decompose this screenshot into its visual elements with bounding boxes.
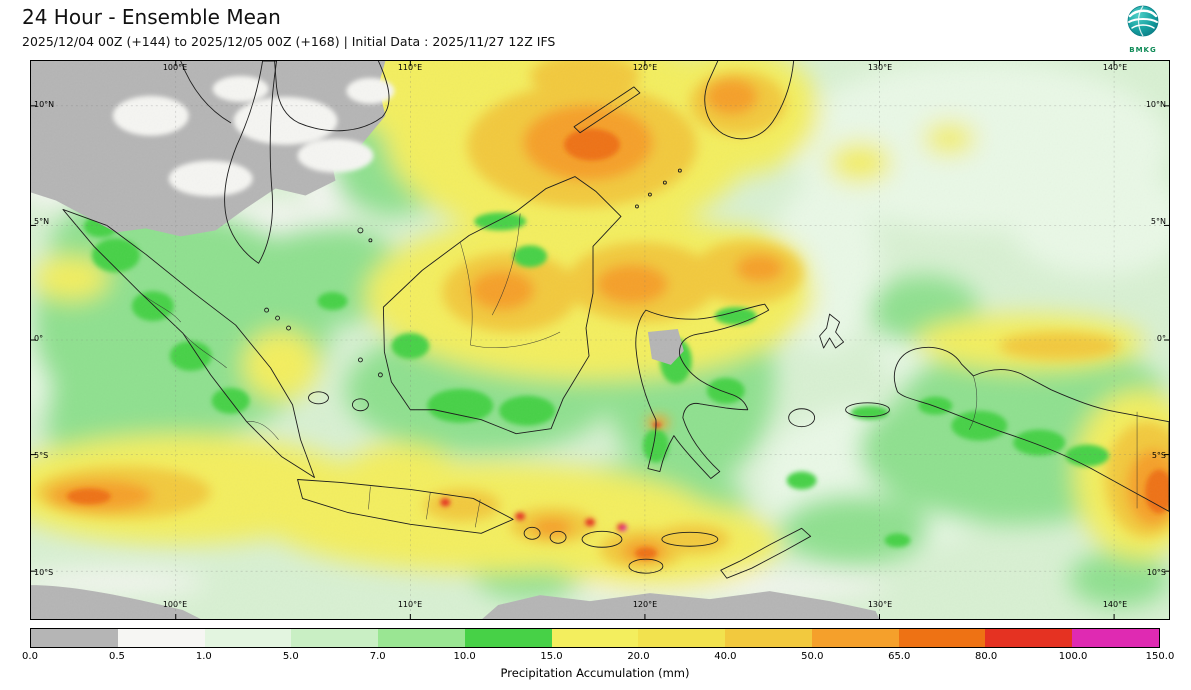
lat-label: 0°: [34, 334, 44, 343]
colorbar-segments: [31, 629, 1159, 647]
colorbar: [30, 628, 1160, 648]
lon-label: 100°E: [162, 600, 188, 609]
colorbar-segment: [291, 629, 379, 647]
bmkg-logo: BMKG: [1119, 3, 1167, 54]
colorbar-tick: 15.0: [540, 651, 563, 662]
page-subtitle: 2025/12/04 00Z (+144) to 2025/12/05 00Z …: [22, 34, 556, 49]
colorbar-tick: 0.5: [108, 651, 125, 662]
lon-label: 130°E: [867, 600, 893, 609]
colorbar-ticks: 0.0 0.5 1.0 5.0 7.0 10.0 15.0 20.0 40.0 …: [22, 651, 1174, 664]
colorbar-tick: 20.0: [627, 651, 650, 662]
lat-label: 10°N: [34, 100, 55, 109]
colorbar-tick: 100.0: [1058, 651, 1088, 662]
lat-label: 0°: [1156, 334, 1166, 343]
lat-label: 5°S: [34, 451, 49, 460]
colorbar-segment: [204, 629, 292, 647]
colorbar-segment: [378, 629, 465, 647]
colorbar-segment: [811, 629, 899, 647]
colorbar-tick: 80.0: [975, 651, 998, 662]
bmkg-globe-icon: [1127, 5, 1159, 37]
colorbar-segment: [551, 629, 639, 647]
colorbar-tick: 7.0: [369, 651, 386, 662]
lon-label: 140°E: [1102, 63, 1128, 72]
colorbar-tick: 65.0: [888, 651, 911, 662]
colorbar-segment: [1072, 629, 1159, 647]
lat-label: 5°N: [34, 217, 50, 226]
lon-label: 130°E: [867, 63, 893, 72]
colorbar-tick: 150.0: [1145, 651, 1175, 662]
map-frame: [30, 60, 1170, 620]
dither-noise: [31, 61, 1169, 619]
colorbar-tick: 10.0: [453, 651, 476, 662]
colorbar-segment: [638, 629, 726, 647]
colorbar-segment: [31, 629, 118, 647]
lon-label: 100°E: [162, 63, 188, 72]
lat-label: 10°S: [34, 568, 54, 577]
colorbar-label: Precipitation Accumulation (mm): [500, 666, 690, 680]
lat-label: 5°N: [1150, 217, 1166, 226]
colorbar-tick: 0.0: [22, 651, 38, 662]
colorbar-tick: 50.0: [801, 651, 824, 662]
lat-label: 10°S: [1146, 568, 1166, 577]
gridlines: [31, 61, 1169, 619]
colorbar-tick: 5.0: [282, 651, 299, 662]
lon-label: 140°E: [1102, 600, 1128, 609]
colorbar-segment: [985, 629, 1073, 647]
lon-label: 120°E: [632, 600, 658, 609]
lat-label: 10°N: [1145, 100, 1166, 109]
page-title: 24 Hour - Ensemble Mean: [22, 5, 281, 29]
lat-label: 5°S: [1151, 451, 1166, 460]
colorbar-segment: [117, 629, 205, 647]
lon-label: 120°E: [632, 63, 658, 72]
colorbar-tick: 1.0: [195, 651, 212, 662]
lon-label: 110°E: [397, 600, 423, 609]
map-canvas: [31, 61, 1169, 619]
colorbar-segment: [898, 629, 986, 647]
colorbar-tick: 40.0: [714, 651, 737, 662]
bmkg-logo-text: BMKG: [1129, 46, 1157, 54]
colorbar-segment: [464, 629, 552, 647]
colorbar-segment: [725, 629, 812, 647]
lon-label: 110°E: [397, 63, 423, 72]
axis-ticks: [31, 61, 1169, 619]
